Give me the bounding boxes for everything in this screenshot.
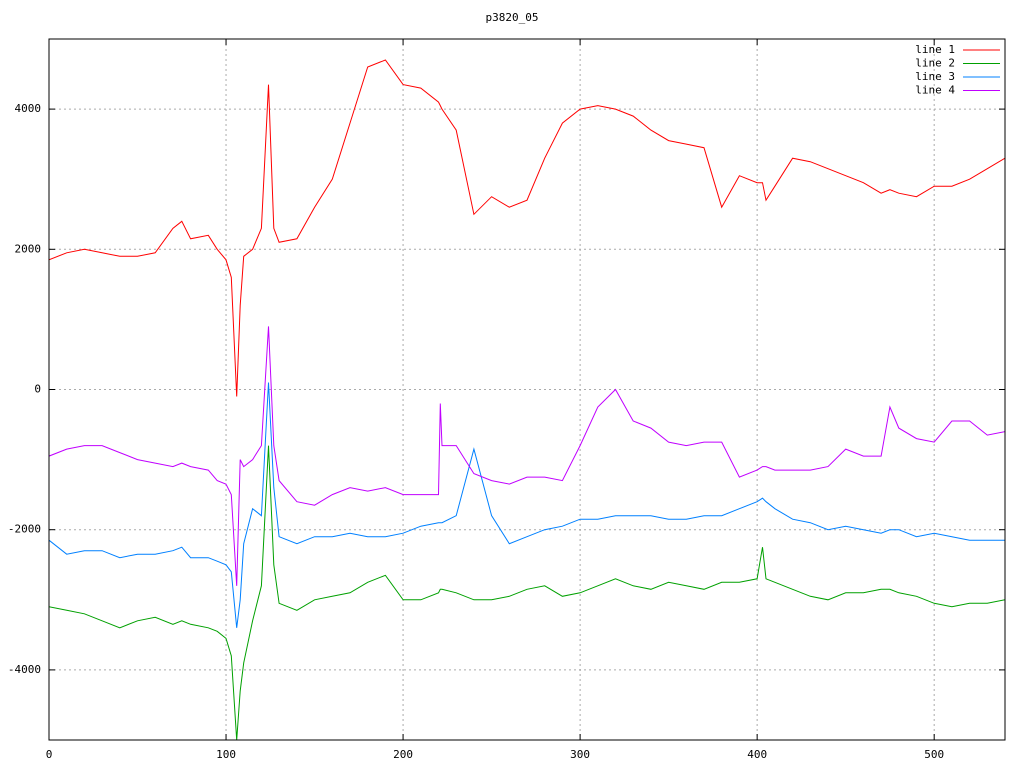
y-tick-label: 2000 [15, 242, 42, 255]
legend-label: line 1 [915, 43, 955, 56]
data-line [49, 382, 1005, 628]
y-tick-label: 0 [34, 383, 41, 396]
x-tick-label: 200 [393, 748, 413, 761]
x-tick-label: 100 [216, 748, 236, 761]
y-tick-label: 4000 [15, 102, 42, 115]
data-line [49, 59, 1005, 397]
x-tick-label: 500 [924, 748, 944, 761]
x-tick-label: 300 [570, 748, 590, 761]
x-tick-label: 0 [46, 748, 53, 761]
plot-border [48, 38, 1006, 741]
data-line [49, 445, 1005, 740]
data-line [49, 326, 1005, 586]
x-tick-label: 400 [747, 748, 767, 761]
y-tick-label: -4000 [8, 663, 41, 676]
legend-label: line 2 [915, 57, 955, 70]
legend-label: line 4 [915, 84, 955, 97]
legend-label: line 3 [915, 70, 955, 83]
chart-title: p3820_05 [486, 11, 539, 24]
y-tick-label: -2000 [8, 523, 41, 536]
